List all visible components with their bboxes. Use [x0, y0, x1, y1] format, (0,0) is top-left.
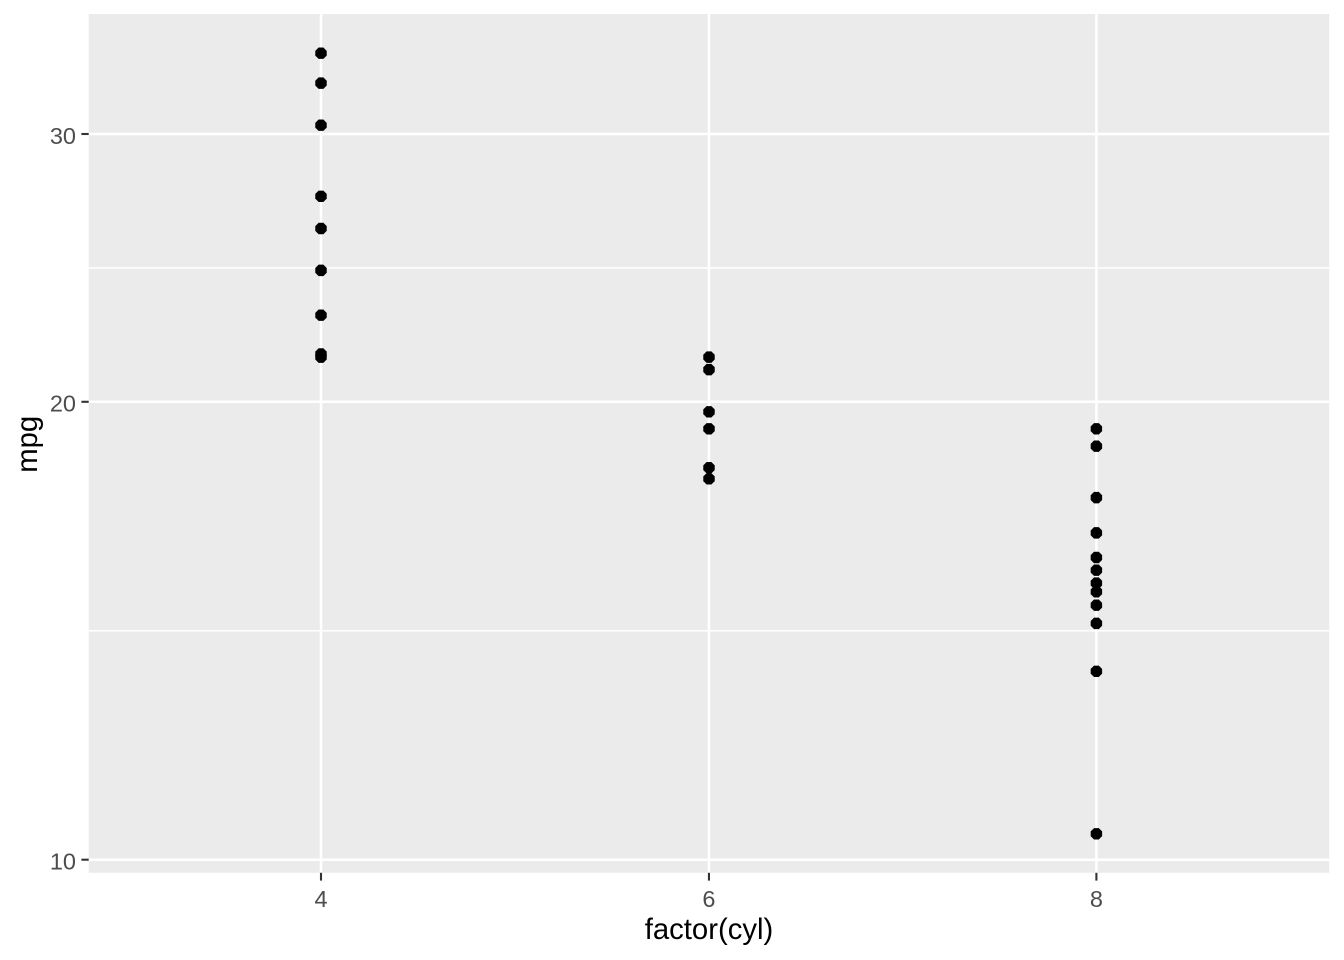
svg-text:20: 20 — [50, 391, 76, 417]
svg-text:8: 8 — [1090, 886, 1103, 912]
svg-text:4: 4 — [314, 886, 327, 912]
svg-text:mpg: mpg — [11, 416, 44, 473]
svg-text:factor(cyl): factor(cyl) — [645, 913, 774, 946]
svg-text:10: 10 — [50, 849, 76, 875]
svg-text:6: 6 — [702, 886, 715, 912]
svg-text:30: 30 — [50, 123, 76, 149]
